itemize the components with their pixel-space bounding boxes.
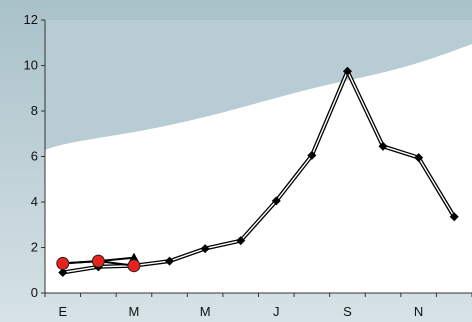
x-tick-label: M bbox=[200, 304, 211, 319]
data-point-circle bbox=[92, 255, 104, 267]
y-tick-label: 12 bbox=[24, 12, 38, 27]
x-tick-label: S bbox=[343, 304, 352, 319]
y-tick-label: 8 bbox=[31, 103, 38, 118]
data-point-circle bbox=[128, 260, 140, 272]
y-tick-label: 0 bbox=[31, 285, 38, 300]
data-point-circle bbox=[57, 257, 69, 269]
y-tick-label: 4 bbox=[31, 194, 38, 209]
y-tick-label: 10 bbox=[24, 58, 38, 73]
x-tick-label: E bbox=[58, 304, 67, 319]
y-tick-label: 2 bbox=[31, 240, 38, 255]
x-tick-label: N bbox=[414, 304, 423, 319]
y-tick-label: 6 bbox=[31, 149, 38, 164]
x-tick-label: M bbox=[129, 304, 140, 319]
x-tick-label: J bbox=[273, 304, 280, 319]
